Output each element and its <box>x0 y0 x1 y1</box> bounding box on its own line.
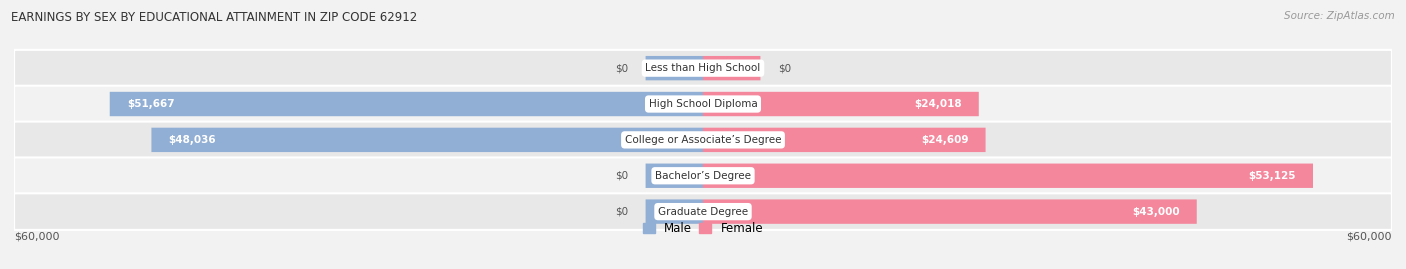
Text: $24,018: $24,018 <box>914 99 962 109</box>
Text: High School Diploma: High School Diploma <box>648 99 758 109</box>
FancyBboxPatch shape <box>14 122 1392 158</box>
FancyBboxPatch shape <box>152 128 703 152</box>
Text: Less than High School: Less than High School <box>645 63 761 73</box>
FancyBboxPatch shape <box>703 56 761 80</box>
Text: College or Associate’s Degree: College or Associate’s Degree <box>624 135 782 145</box>
FancyBboxPatch shape <box>14 50 1392 86</box>
Text: Source: ZipAtlas.com: Source: ZipAtlas.com <box>1284 11 1395 21</box>
Text: Graduate Degree: Graduate Degree <box>658 207 748 217</box>
FancyBboxPatch shape <box>703 164 1313 188</box>
Text: Bachelor’s Degree: Bachelor’s Degree <box>655 171 751 181</box>
Text: $48,036: $48,036 <box>169 135 217 145</box>
FancyBboxPatch shape <box>110 92 703 116</box>
Text: $51,667: $51,667 <box>127 99 174 109</box>
Legend: Male, Female: Male, Female <box>638 218 768 240</box>
Text: $0: $0 <box>616 171 628 181</box>
FancyBboxPatch shape <box>645 56 703 80</box>
Text: $43,000: $43,000 <box>1132 207 1180 217</box>
Text: $0: $0 <box>616 63 628 73</box>
FancyBboxPatch shape <box>703 92 979 116</box>
Text: $60,000: $60,000 <box>14 231 59 241</box>
FancyBboxPatch shape <box>703 128 986 152</box>
FancyBboxPatch shape <box>645 164 703 188</box>
Text: $53,125: $53,125 <box>1249 171 1296 181</box>
FancyBboxPatch shape <box>14 86 1392 122</box>
Text: $60,000: $60,000 <box>1347 231 1392 241</box>
FancyBboxPatch shape <box>14 193 1392 230</box>
Text: $0: $0 <box>616 207 628 217</box>
Text: $24,609: $24,609 <box>921 135 969 145</box>
Text: $0: $0 <box>778 63 790 73</box>
FancyBboxPatch shape <box>645 199 703 224</box>
FancyBboxPatch shape <box>14 157 1392 194</box>
Text: EARNINGS BY SEX BY EDUCATIONAL ATTAINMENT IN ZIP CODE 62912: EARNINGS BY SEX BY EDUCATIONAL ATTAINMEN… <box>11 11 418 24</box>
FancyBboxPatch shape <box>703 199 1197 224</box>
